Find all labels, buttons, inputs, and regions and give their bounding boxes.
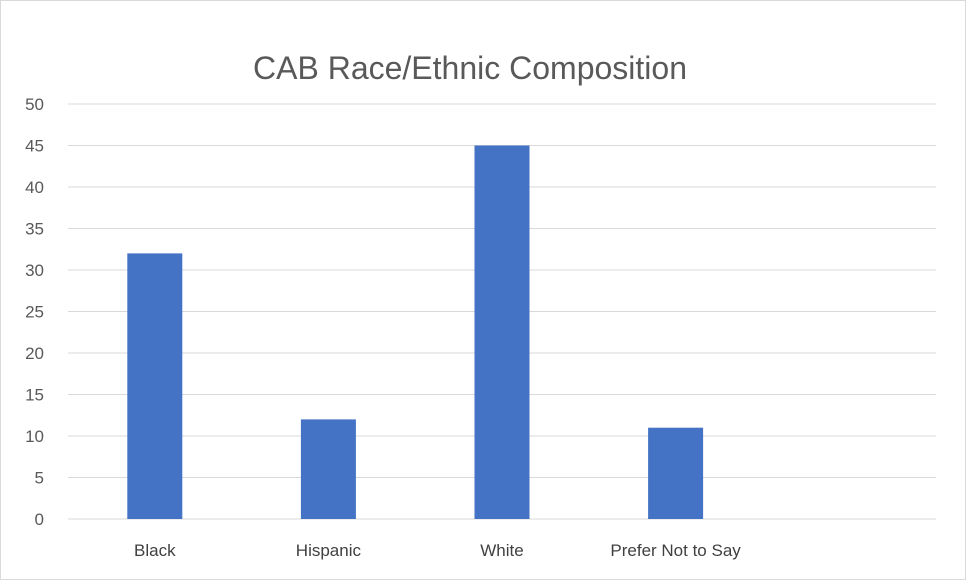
x-category-label: Prefer Not to Say — [610, 541, 741, 560]
bar-hispanic — [300, 419, 356, 519]
y-tick-label: 40 — [25, 178, 44, 197]
y-tick-label: 5 — [35, 469, 44, 488]
y-tick-label: 45 — [25, 137, 44, 156]
x-category-label: White — [480, 541, 523, 560]
y-tick-label: 35 — [25, 220, 44, 239]
y-tick-label: 20 — [25, 344, 44, 363]
bars — [127, 145, 704, 519]
bar-white — [474, 145, 530, 519]
x-axis-categories: Black Hispanic White Prefer Not to Say — [134, 541, 741, 560]
y-tick-label: 15 — [25, 386, 44, 405]
y-tick-label: 0 — [35, 510, 44, 529]
bar-black — [127, 253, 183, 519]
x-category-label: Black — [134, 541, 176, 560]
y-tick-label: 50 — [25, 95, 44, 114]
chart-title: CAB Race/Ethnic Composition — [253, 50, 687, 86]
y-axis-ticks: 0 5 10 15 20 25 30 35 40 45 50 — [25, 95, 44, 529]
y-tick-label: 30 — [25, 261, 44, 280]
x-category-label: Hispanic — [296, 541, 362, 560]
y-tick-label: 25 — [25, 303, 44, 322]
y-tick-label: 10 — [25, 427, 44, 446]
bar-prefer-not-to-say — [648, 427, 704, 519]
